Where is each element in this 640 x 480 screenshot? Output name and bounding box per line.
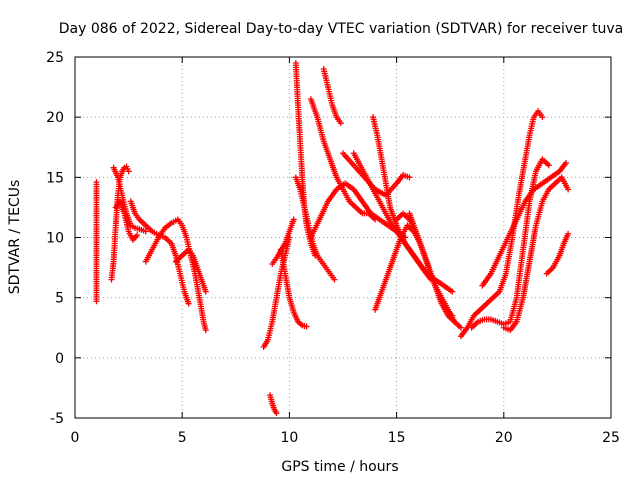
data-point bbox=[142, 228, 149, 235]
data-point bbox=[565, 186, 572, 193]
y-tick-label: 20 bbox=[46, 110, 64, 126]
series-s8 bbox=[260, 234, 293, 351]
data-point bbox=[457, 324, 464, 331]
series-s12 bbox=[292, 60, 319, 259]
y-tick-label: 15 bbox=[46, 170, 64, 186]
y-tick-label: -5 bbox=[50, 411, 64, 427]
series-s14 bbox=[307, 96, 379, 223]
x-tick-label: 10 bbox=[280, 430, 298, 446]
y-tick-label: 5 bbox=[55, 291, 64, 307]
data-point bbox=[290, 216, 297, 223]
series-s27 bbox=[543, 230, 572, 277]
series-s22 bbox=[406, 210, 464, 331]
series-s23 bbox=[457, 108, 546, 340]
data-point bbox=[273, 410, 280, 417]
series-s7 bbox=[172, 246, 209, 295]
y-tick-label: 10 bbox=[46, 231, 64, 247]
x-tick-label: 5 bbox=[178, 430, 187, 446]
y-axis-ticks: -5 0 5 10 15 20 25 bbox=[46, 50, 611, 427]
series-s13 bbox=[292, 174, 338, 283]
series-s18 bbox=[350, 150, 456, 295]
data-point bbox=[406, 174, 413, 181]
y-tick-label: 0 bbox=[55, 351, 64, 367]
data-point bbox=[545, 162, 552, 169]
series-s25 bbox=[479, 159, 569, 289]
series-s1 bbox=[93, 179, 100, 305]
series-s5 bbox=[127, 198, 192, 307]
data-point bbox=[185, 300, 192, 307]
data-point bbox=[202, 327, 209, 334]
data-point bbox=[303, 323, 310, 330]
series-s6 bbox=[142, 216, 209, 334]
data-point bbox=[134, 232, 141, 239]
series-s11 bbox=[277, 246, 310, 330]
x-tick-label: 20 bbox=[495, 430, 513, 446]
data-point bbox=[202, 288, 209, 295]
series-s9 bbox=[267, 392, 280, 417]
data-points bbox=[93, 60, 572, 417]
y-tick-label: 25 bbox=[46, 50, 64, 66]
series-s3 bbox=[110, 164, 149, 235]
data-point bbox=[337, 120, 344, 127]
grid-lines bbox=[75, 57, 611, 418]
chart-title: Day 086 of 2022, Sidereal Day-to-day VTE… bbox=[59, 21, 623, 37]
series-s15 bbox=[320, 66, 344, 127]
data-point bbox=[331, 276, 338, 283]
x-tick-label: 15 bbox=[388, 430, 406, 446]
x-tick-label: 25 bbox=[602, 430, 620, 446]
series-s2 bbox=[108, 163, 132, 283]
x-axis-ticks: 0 5 10 15 20 25 bbox=[71, 57, 620, 446]
x-tick-label: 0 bbox=[71, 430, 80, 446]
data-point bbox=[565, 230, 572, 237]
x-axis-label: GPS time / hours bbox=[281, 459, 398, 475]
series-s26 bbox=[500, 174, 572, 334]
data-point bbox=[562, 159, 569, 166]
data-point bbox=[539, 114, 546, 121]
series-s19 bbox=[370, 114, 434, 283]
series-s4 bbox=[112, 198, 141, 243]
data-point bbox=[125, 168, 132, 175]
data-point bbox=[93, 298, 100, 305]
y-axis-label: SDTVAR / TECUs bbox=[7, 180, 23, 295]
data-point bbox=[449, 288, 456, 295]
